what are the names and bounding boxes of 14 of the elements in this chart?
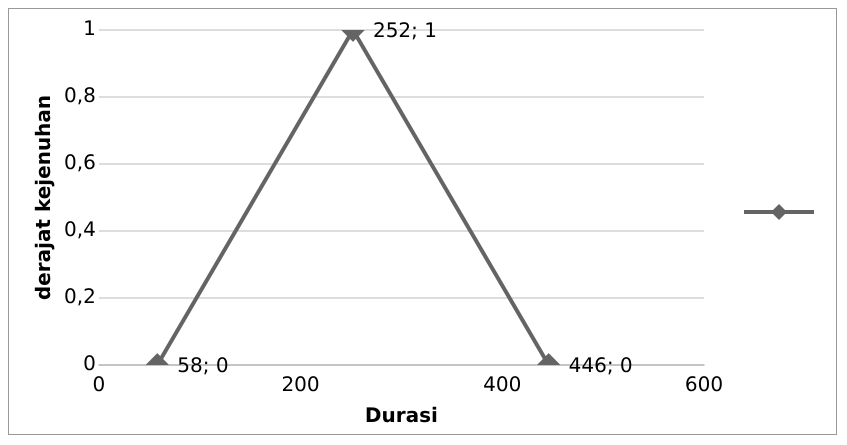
data-label: 58; 0 bbox=[177, 353, 229, 378]
x-tick-label: 600 bbox=[684, 372, 724, 396]
data-label: 446; 0 bbox=[568, 353, 633, 378]
x-tick-label: 200 bbox=[281, 372, 320, 396]
y-tick-label: 0 bbox=[83, 351, 96, 376]
data-label: 252; 1 bbox=[372, 18, 437, 42]
y-tick-label: 0,4 bbox=[64, 217, 96, 242]
y-tick-label: 1 bbox=[83, 16, 96, 40]
y-axis-title: derajat kejenuhan bbox=[31, 94, 56, 300]
y-tick-label: 0,6 bbox=[64, 150, 96, 174]
x-axis-title: Durasi bbox=[364, 403, 438, 428]
y-tick-label: 0,8 bbox=[64, 83, 96, 108]
x-tick-label: 400 bbox=[483, 372, 522, 396]
y-tick-label: 0,2 bbox=[64, 284, 96, 308]
